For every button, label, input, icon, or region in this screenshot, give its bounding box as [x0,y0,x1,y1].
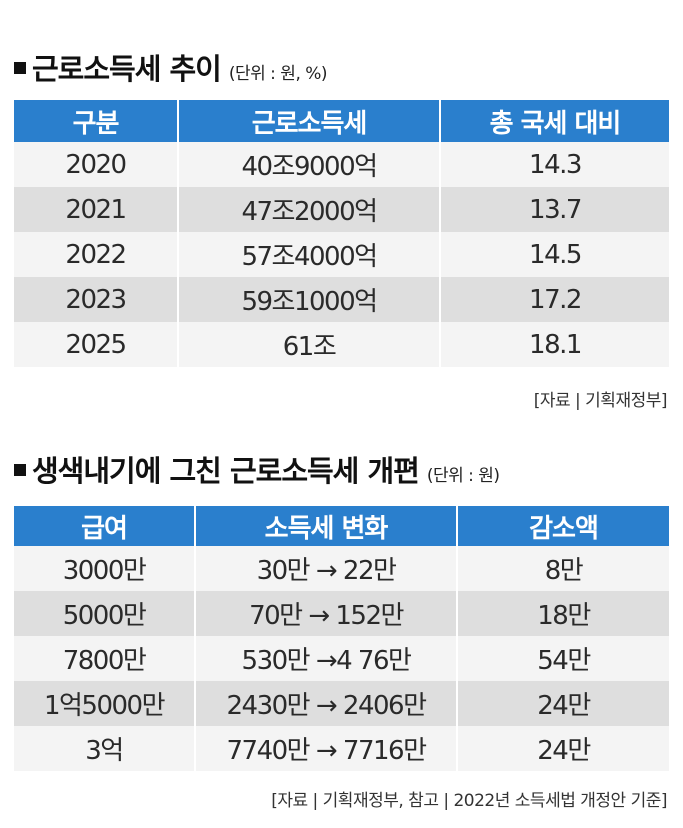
share-cell: 14.5 [440,232,669,277]
table-row: 7800만 530만 →4 76만 54만 [14,636,669,681]
bullet-square-icon [14,62,26,74]
section1-source: [자료 | 기획재정부] [533,391,668,411]
year-cell: 2021 [14,187,179,232]
year-cell: 2025 [14,322,179,367]
tax-change-cell: 530만 →4 76만 [195,636,458,681]
table-row: 1억5000만 2430만 → 2406만 24만 [14,681,669,726]
income-tax-cell: 59조1000억 [178,277,441,322]
table-row: 2021 47조2000억 13.7 [14,187,669,232]
tax-change-cell: 7740만 → 7716만 [195,726,458,771]
table-row: 3000만 30만 → 22만 8만 [14,546,669,591]
section1-unit: (단위 : 원, %) [228,64,328,84]
income-tax-cell: 61조 [178,322,441,367]
salary-cell: 3000만 [14,546,196,591]
table-header-row: 급여 소득세 변화 감소액 [14,506,669,546]
year-cell: 2023 [14,277,179,322]
bullet-square-icon [14,464,26,476]
share-cell: 17.2 [440,277,669,322]
salary-cell: 1억5000만 [14,681,196,726]
share-cell: 14.3 [440,142,669,187]
table-row: 2022 57조4000억 14.5 [14,232,669,277]
income-tax-cell: 47조2000억 [178,187,441,232]
table-row: 2020 40조9000억 14.3 [14,142,669,187]
reduction-cell: 24만 [457,726,669,771]
reduction-cell: 8만 [457,546,669,591]
salary-cell: 7800만 [14,636,196,681]
reduction-cell: 54만 [457,636,669,681]
income-tax-cell: 40조9000억 [178,142,441,187]
year-cell: 2022 [14,232,179,277]
column-header-income-tax: 근로소득세 [178,100,441,142]
table-row: 3억 7740만 → 7716만 24만 [14,726,669,771]
income-tax-cell: 57조4000억 [178,232,441,277]
salary-cell: 3억 [14,726,196,771]
column-header-share-of-total: 총 국세 대비 [440,100,669,142]
share-cell: 13.7 [440,187,669,232]
section2-heading: 생색내기에 그친 근로소득세 개편 (단위 : 원) [14,448,500,488]
section2-unit: (단위 : 원) [426,466,500,486]
section2-source: [자료 | 기획재정부, 참고 | 2022년 소득세법 개정안 기준] [271,791,667,811]
tax-change-cell: 70만 → 152만 [195,591,458,636]
column-header-category: 구분 [14,100,179,142]
tax-change-cell: 2430만 → 2406만 [195,681,458,726]
column-header-reduction: 감소액 [457,506,669,546]
income-tax-trend-table: 구분 근로소득세 총 국세 대비 2020 40조9000억 14.3 2021… [14,100,669,367]
section1-title: 근로소득세 추이 [32,52,222,86]
tax-change-cell: 30만 → 22만 [195,546,458,591]
reduction-cell: 24만 [457,681,669,726]
share-cell: 18.1 [440,322,669,367]
table-row: 2023 59조1000억 17.2 [14,277,669,322]
tax-reform-table: 급여 소득세 변화 감소액 3000만 30만 → 22만 8만 5000만 7… [14,506,669,771]
table-row: 5000만 70만 → 152만 18만 [14,591,669,636]
year-cell: 2020 [14,142,179,187]
section1-heading: 근로소득세 추이 (단위 : 원, %) [14,46,328,86]
section2-title: 생색내기에 그친 근로소득세 개편 [32,454,420,488]
table-header-row: 구분 근로소득세 총 국세 대비 [14,100,669,142]
salary-cell: 5000만 [14,591,196,636]
reduction-cell: 18만 [457,591,669,636]
column-header-salary: 급여 [14,506,196,546]
column-header-tax-change: 소득세 변화 [195,506,458,546]
table-row: 2025 61조 18.1 [14,322,669,367]
